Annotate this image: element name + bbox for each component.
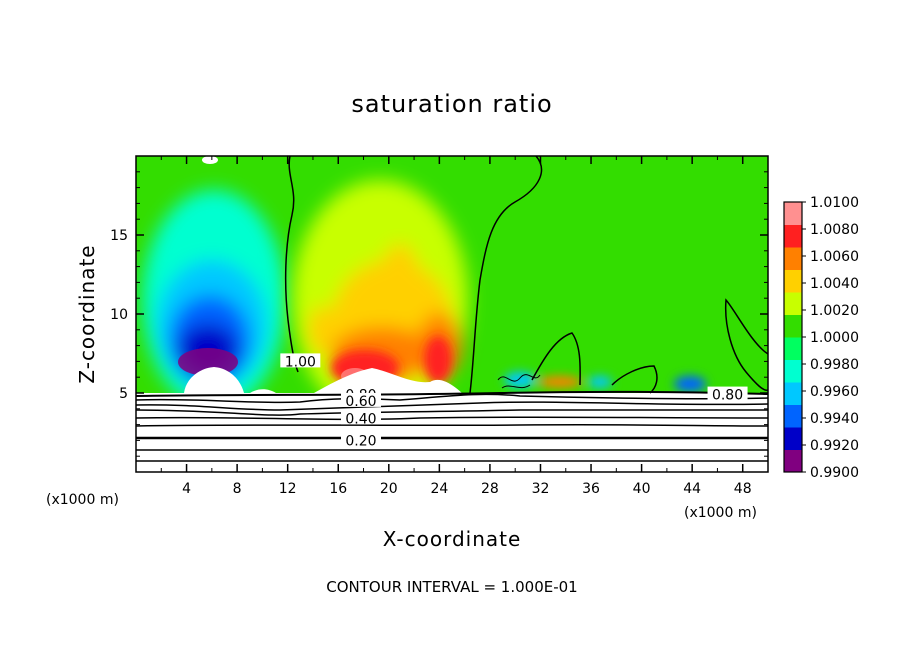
- contour-label: 0.60: [345, 394, 376, 410]
- colorbar-label: 0.9960: [810, 384, 859, 400]
- colorbar-label: 0.9980: [810, 357, 859, 373]
- right-features: [504, 372, 706, 392]
- x-tick-label: 16: [329, 481, 347, 497]
- colorbar-label: 1.0040: [810, 276, 859, 292]
- white-region-small: [250, 389, 276, 393]
- contour-label-bg: [340, 432, 381, 447]
- colorbar-label: 0.9940: [810, 411, 859, 427]
- x-tick-label: 48: [734, 481, 752, 497]
- colorbar-label: 1.0060: [810, 249, 859, 265]
- y-axis-label: Z-coordinate: [75, 244, 99, 383]
- x-unit-label-right: (x1000 m): [684, 505, 757, 521]
- contour-label: 0.80: [712, 388, 743, 404]
- x-tick-label: 12: [279, 481, 297, 497]
- contour-labels: 1.000.800.600.400.200.80: [280, 353, 748, 449]
- contour-label: 1.00: [285, 354, 316, 370]
- x-tick-label: 4: [182, 481, 191, 497]
- colorbar-swatch: [784, 314, 802, 338]
- colorbar-swatch: [784, 202, 802, 225]
- chart-title: saturation ratio: [351, 90, 552, 118]
- colorbar-swatch: [784, 404, 802, 428]
- x-tick-label: 20: [380, 481, 398, 497]
- y-ticks: 5 10 15: [110, 171, 768, 457]
- colorbar-swatch: [784, 224, 802, 248]
- colorbar-label: 0.9900: [810, 465, 859, 481]
- colorbar-label: 1.0080: [810, 222, 859, 238]
- colorbar-swatch: [784, 359, 802, 383]
- colorbar-swatch: [784, 337, 802, 360]
- colorbar-swatch: [784, 427, 802, 450]
- y-tick-label: 10: [110, 307, 128, 323]
- contour-label-bg: [340, 410, 381, 425]
- plot-area: [136, 156, 768, 472]
- colorbar-label: 1.0020: [810, 303, 859, 319]
- x-ticks: 4 8 12 16 20 24 28 32 36 40 44 48: [160, 156, 752, 497]
- x-tick-label: 40: [633, 481, 651, 497]
- contour-label-bg: [280, 353, 321, 368]
- white-speck-top: [202, 156, 218, 164]
- x-tick-label: 32: [532, 481, 550, 497]
- colorbar-swatch: [784, 449, 802, 473]
- x-tick-label: 24: [430, 481, 448, 497]
- contours: [136, 156, 768, 462]
- colorbar-swatch: [784, 247, 802, 270]
- x-tick-label: 28: [481, 481, 499, 497]
- colorbar-label: 0.9920: [810, 438, 859, 454]
- x-axis-label: X-coordinate: [383, 527, 522, 551]
- colorbar-label: 1.0100: [810, 195, 859, 211]
- contour-label: 0.40: [345, 411, 376, 427]
- colorbar: 1.0100 1.0080 1.0060 1.0040 1.0020 1.0000 0.99…: [783, 195, 859, 481]
- x-tick-label: 36: [582, 481, 600, 497]
- colorbar-label: 1.0000: [810, 330, 859, 346]
- contour-label-bg: [340, 392, 381, 407]
- y-tick-label: 5: [119, 386, 128, 402]
- x-unit-label-left: (x1000 m): [46, 492, 119, 508]
- contour-label: 0.20: [345, 433, 376, 449]
- x-tick-label: 8: [233, 481, 242, 497]
- colorbar-swatch: [784, 292, 802, 315]
- colorbar-swatch: [784, 269, 802, 293]
- contour-interval-note: CONTOUR INTERVAL = 1.000E-01: [326, 578, 577, 596]
- lower-zone: [136, 393, 768, 472]
- colorbar-swatch: [784, 382, 802, 405]
- x-tick-label: 44: [683, 481, 701, 497]
- y-tick-label: 15: [110, 228, 128, 244]
- contour-label-bg: [707, 386, 748, 401]
- white-region-left: [184, 367, 244, 393]
